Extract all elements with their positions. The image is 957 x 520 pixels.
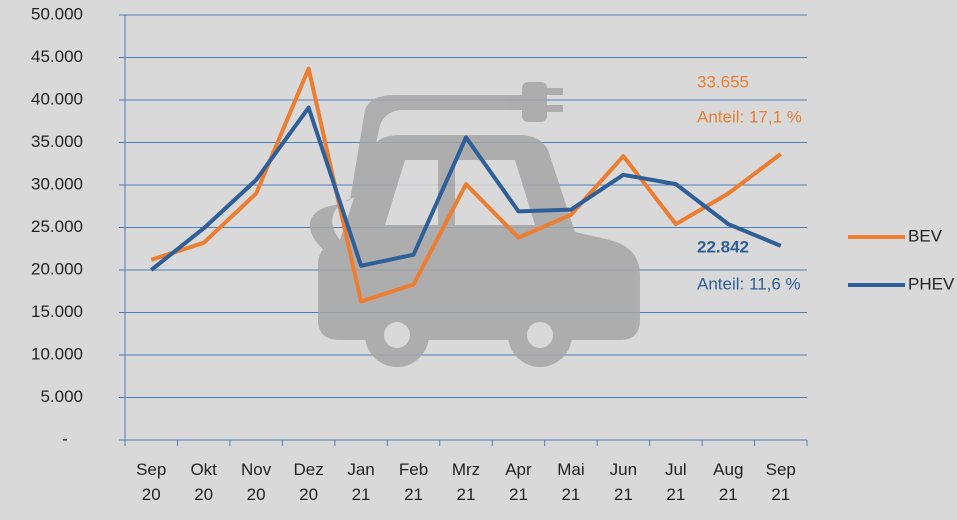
car-icon [310,82,640,367]
x-tick-label: Mrz 21 [444,457,488,507]
y-tick-label: 25.000 [31,217,83,236]
x-tick-label: Dez 20 [287,457,331,507]
x-tick-label: Aug 21 [706,457,750,507]
x-tick-label: Mai 21 [549,457,593,507]
legend-label: PHEV [908,274,955,293]
x-tick-label: Sep 20 [129,457,173,507]
wheel-hub [384,322,410,348]
chart-page: - 5.000 10.000 15.000 20.000 25.000 30.000 35.0… [0,0,957,520]
wheel-hub [527,322,553,348]
y-tick-label: 50.000 [31,4,83,23]
x-tick-label: Jan 21 [339,457,383,507]
x-tick-label: Apr 21 [496,457,540,507]
plug [522,82,547,122]
plug-pin [545,88,563,95]
annotation: 22.842 [697,237,749,256]
x-tick-label: Nov 20 [234,457,278,507]
x-tick-label: Sep 21 [759,457,803,507]
y-tick-label: 40.000 [31,89,83,108]
x-tick-label: Okt 20 [182,457,226,507]
y-tick-label: 20.000 [31,259,83,278]
annotation: Anteil: 11,6 % [697,274,801,293]
x-tick-label: Jul 21 [654,457,698,507]
y-tick-label: 15.000 [31,302,83,321]
annotation: 33.655 [697,72,749,91]
x-tick-label: Feb 21 [392,457,436,507]
y-tick-label: 10.000 [31,344,83,363]
y-tick-label: - [62,429,68,448]
x-tick-label: Jun 21 [601,457,645,507]
legend-label: BEV [908,226,943,245]
y-tick-label: 30.000 [31,174,83,193]
chart: - 5.000 10.000 15.000 20.000 25.000 30.000 35.0… [0,0,957,520]
annotation: Anteil: 17,1 % [697,107,802,126]
plug-pin [545,105,563,112]
y-tick-label: 5.000 [40,387,83,406]
y-tick-label: 45.000 [31,47,83,66]
y-tick-label: 35.000 [31,132,83,151]
